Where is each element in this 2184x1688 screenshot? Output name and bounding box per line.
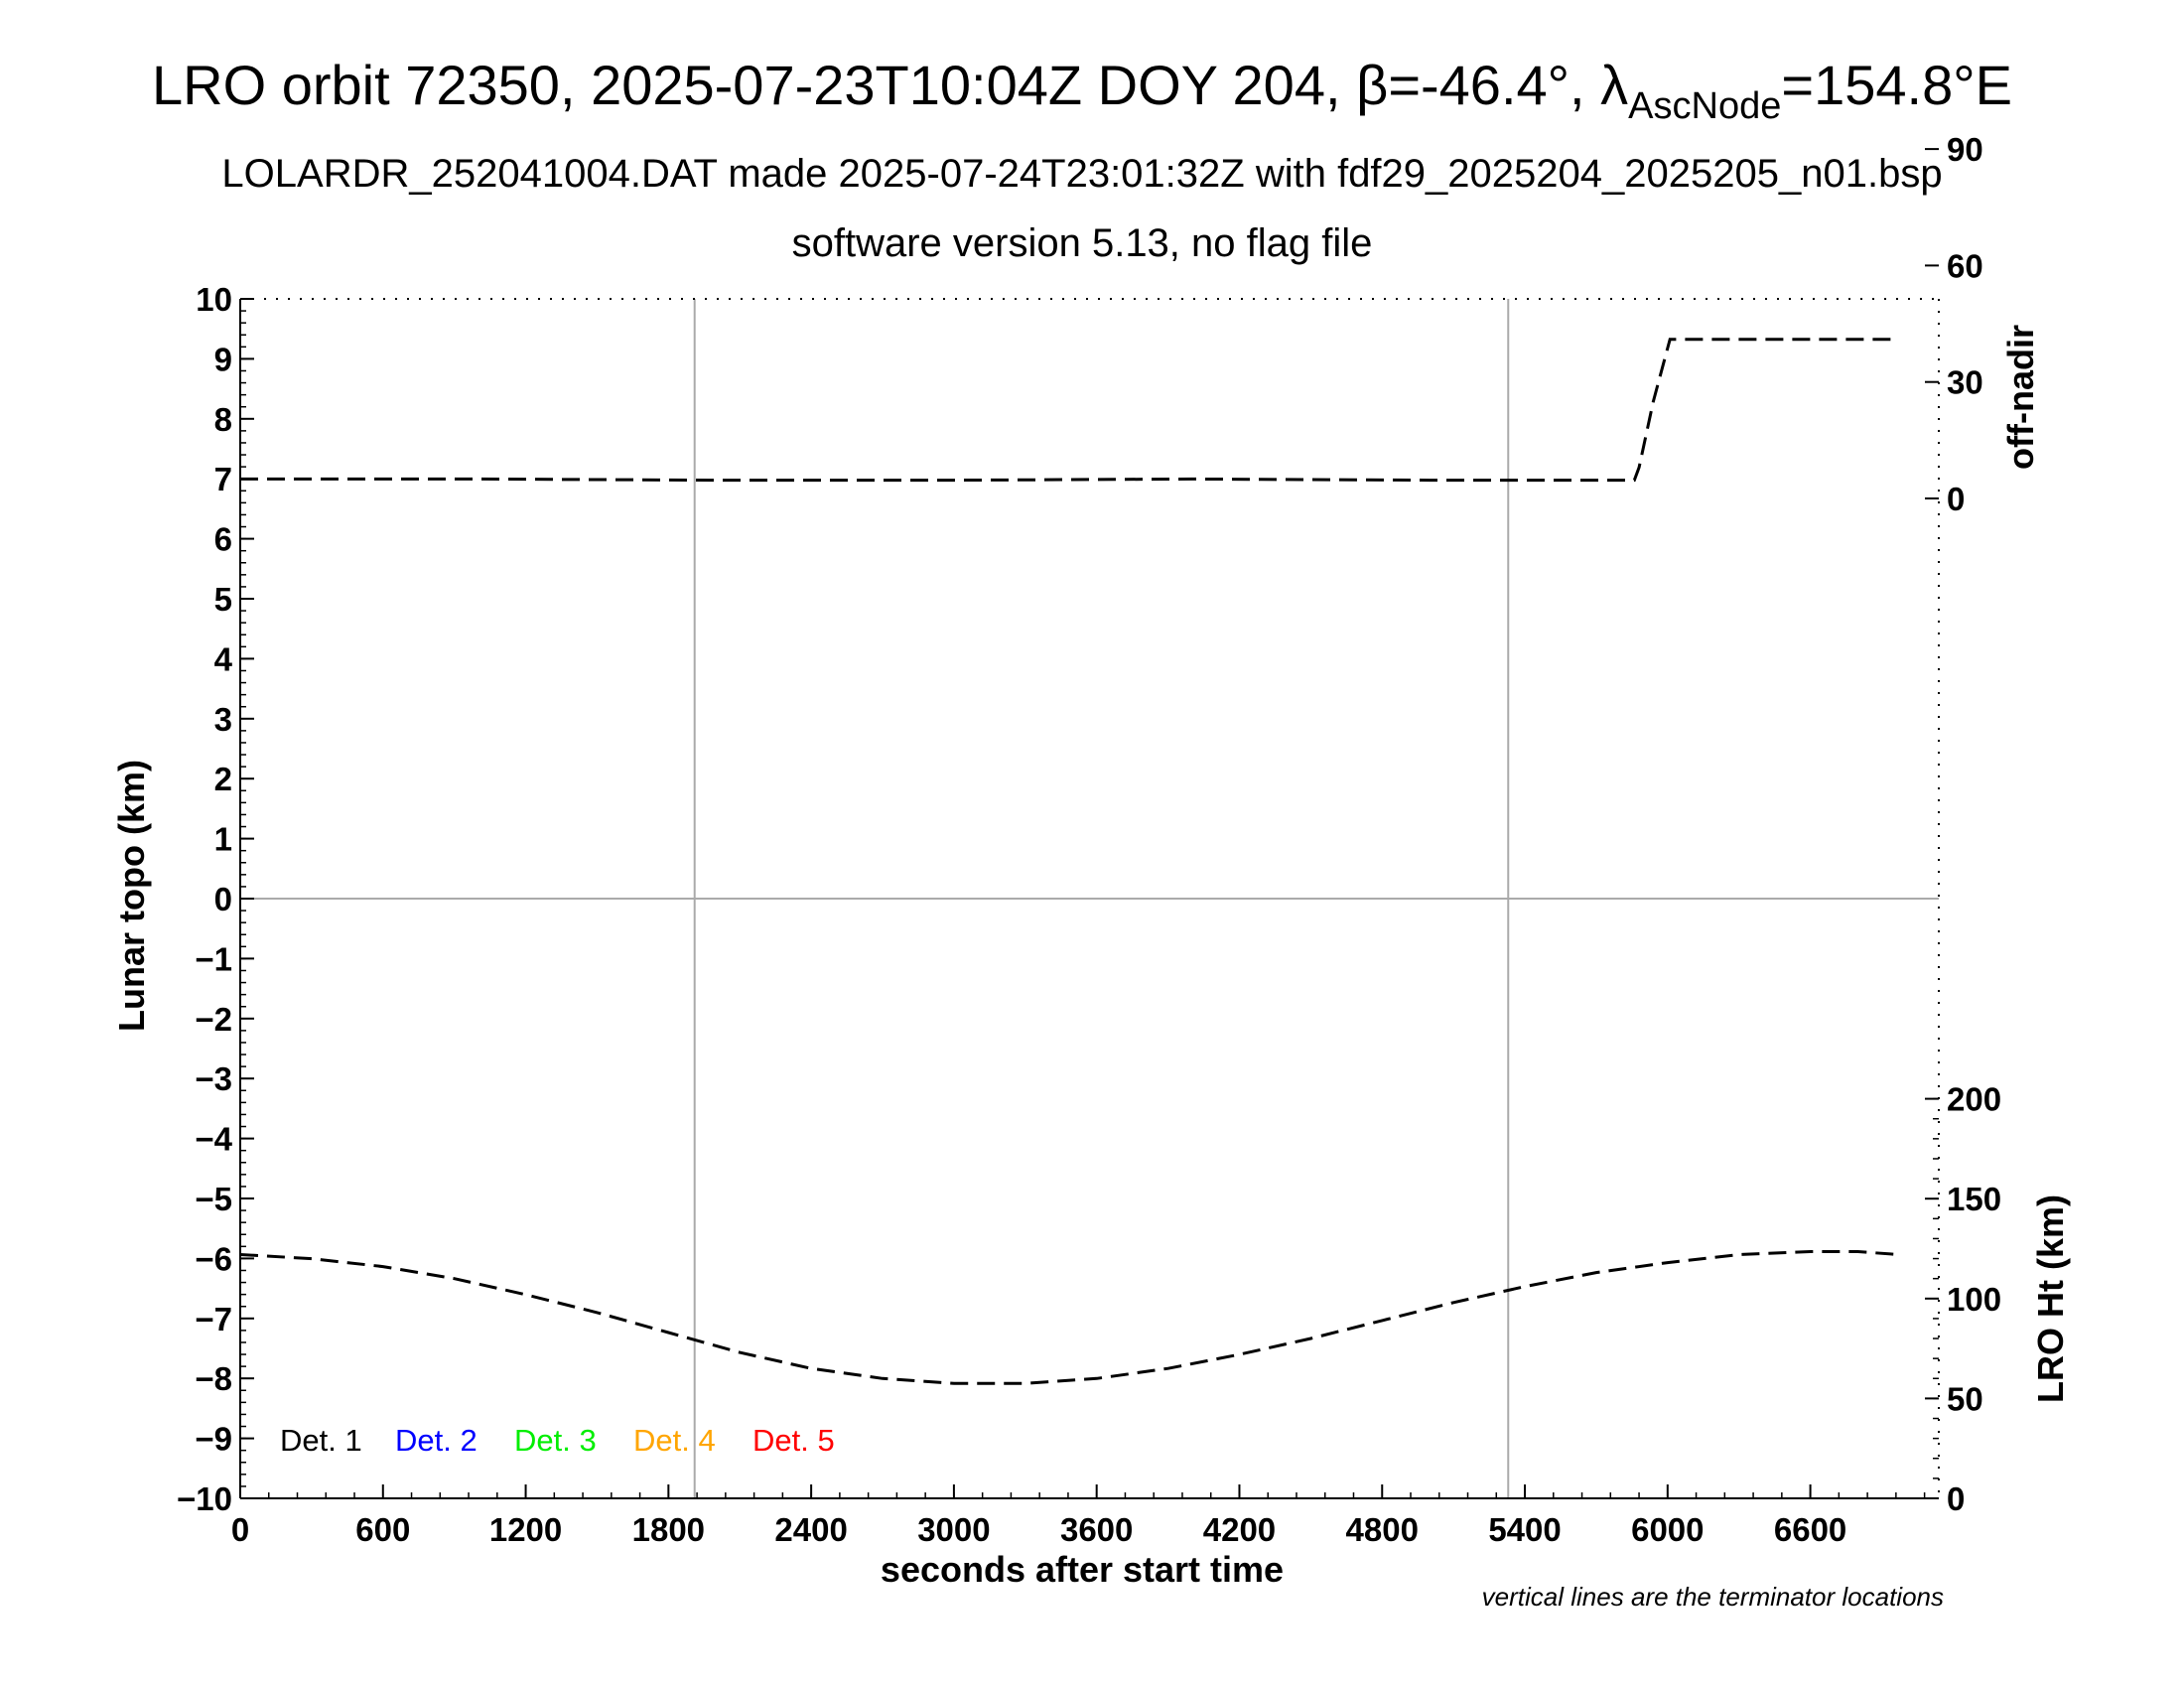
chart-subtitle-2: software version 5.13, no flag file [792,221,1373,265]
legend-entry: Det. 5 [752,1423,835,1458]
y-tick-label: −6 [195,1240,232,1277]
legend-entry: Det. 2 [395,1423,478,1458]
y-tick-label: 7 [214,461,232,497]
off-nadir-axis-title: off-nadir [2000,325,2041,470]
y-tick-label: 3 [214,701,232,738]
x-tick-label: 3000 [917,1511,990,1548]
x-tick-label: 6000 [1631,1511,1704,1548]
legend-entry: Det. 3 [514,1423,597,1458]
y-tick-label: −7 [195,1301,232,1337]
legend-entry: Det. 1 [280,1423,362,1458]
terminator-note: vertical lines are the terminator locati… [1482,1582,1944,1612]
chart-subtitle: LOLARDR_252041004.DAT made 2025-07-24T23… [221,152,1942,196]
y-tick-label: −1 [195,940,232,977]
y-tick-label: 8 [214,401,232,438]
y-tick-label: 4 [214,640,233,677]
y-tick-label: 9 [214,341,232,377]
x-axis-title: seconds after start time [881,1549,1284,1590]
y-tick-label: −8 [195,1360,232,1397]
height-tick-label: 150 [1947,1181,2001,1217]
y-tick-label: −2 [195,1001,232,1038]
x-tick-label: 1200 [489,1511,562,1548]
x-tick-label: 6600 [1774,1511,1846,1548]
y-tick-label: −4 [195,1121,232,1158]
x-tick-label: 1800 [632,1511,705,1548]
y-tick-label: −3 [195,1060,232,1097]
y-tick-label: 5 [214,581,232,618]
x-tick-label: 4800 [1346,1511,1419,1548]
off-nadir-line [240,338,1899,483]
x-tick-label: 5400 [1488,1511,1561,1548]
height-tick-label: 0 [1947,1480,1965,1517]
height-tick-label: 100 [1947,1281,2001,1318]
x-tick-label: 600 [355,1511,410,1548]
y-tick-label: −10 [177,1480,232,1517]
y-tick-label: 1 [214,821,232,858]
height-line [239,1250,1899,1385]
y-tick-label: −5 [195,1181,232,1217]
off-nadir-tick-label: 0 [1947,481,1965,517]
x-tick-label: 2400 [774,1511,847,1548]
y-axis-title: Lunar topo (km) [111,760,152,1032]
off-nadir-tick-label: 60 [1947,247,1983,284]
off-nadir-tick-label: 90 [1947,131,1983,168]
y-tick-label: 2 [214,761,232,797]
off-nadir-tick-label: 30 [1947,364,1983,401]
x-tick-label: 3600 [1060,1511,1133,1548]
legend-entry: Det. 4 [633,1423,716,1458]
x-tick-label: 0 [231,1511,249,1548]
x-tick-label: 4200 [1203,1511,1276,1548]
y-tick-label: −9 [195,1421,232,1458]
height-axis-title: LRO Ht (km) [2030,1195,2071,1403]
height-tick-label: 50 [1947,1380,1983,1417]
y-tick-label: 0 [214,881,232,917]
y-tick-label: 10 [196,281,232,318]
y-tick-label: 6 [214,521,232,558]
height-tick-label: 200 [1947,1081,2001,1118]
chart-title: LRO orbit 72350, 2025-07-23T10:04Z DOY 2… [152,54,2012,127]
